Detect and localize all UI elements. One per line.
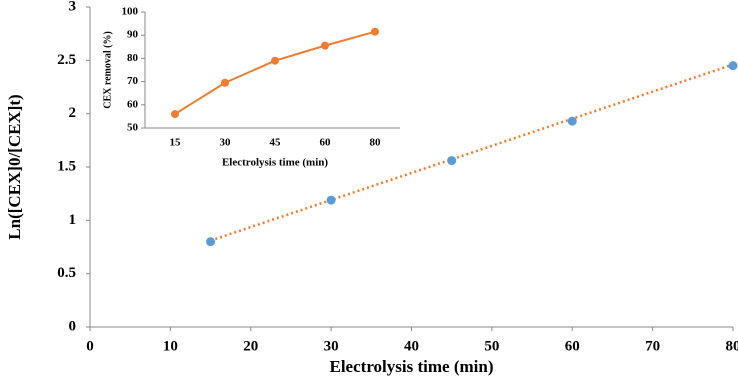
y-axis-label: Ln([CEX]0/[CEX]t) <box>5 94 24 239</box>
x-tick-label: 30 <box>324 338 339 354</box>
y-tick-label: 0.5 <box>57 265 76 281</box>
x-tick-label: 80 <box>370 137 382 149</box>
data-point <box>447 156 457 166</box>
x-tick-label: 20 <box>243 338 258 354</box>
y-tick-label: 50 <box>127 122 139 134</box>
x-tick-label: 60 <box>320 137 332 149</box>
data-point <box>221 78 229 87</box>
line <box>174 30 376 115</box>
y-tick-label: 80 <box>127 52 139 64</box>
x-tick-label: 80 <box>726 338 738 354</box>
data-point <box>206 237 216 247</box>
y-tick-label: 1 <box>69 212 77 228</box>
y-tick-label: 60 <box>127 98 139 110</box>
x-tick-label: 70 <box>645 338 660 354</box>
x-tick-label: 15 <box>170 137 182 149</box>
data-point <box>567 116 577 126</box>
x-tick-label: 60 <box>565 338 580 354</box>
data-point <box>321 41 329 50</box>
y-axis-label: CEX removal (%) <box>102 31 113 109</box>
x-tick-label: 50 <box>484 338 499 354</box>
y-tick-label: 2.5 <box>57 52 76 68</box>
data-point <box>371 27 379 36</box>
y-tick-label: 100 <box>122 6 139 18</box>
x-axis-label: Electrolysis time (min) <box>330 357 494 376</box>
y-tick-label: 90 <box>127 29 139 41</box>
y-tick-label: 1.5 <box>57 158 76 174</box>
data-point <box>271 56 279 65</box>
x-tick-label: 40 <box>404 338 419 354</box>
x-axis-label: Electrolysis time (min) <box>222 157 328 169</box>
data-point <box>326 195 336 205</box>
y-tick-label: 3 <box>69 0 77 14</box>
y-tick-label: 0 <box>69 318 77 334</box>
x-tick-label: 30 <box>220 137 232 149</box>
x-tick-label: 0 <box>86 338 94 354</box>
x-tick-label: 45 <box>270 137 282 149</box>
y-tick-label: 70 <box>127 75 139 87</box>
y-tick-label: 2 <box>69 105 77 121</box>
trendline <box>210 63 734 242</box>
x-tick-label: 10 <box>163 338 178 354</box>
data-point <box>171 110 179 119</box>
data-point <box>728 61 738 71</box>
